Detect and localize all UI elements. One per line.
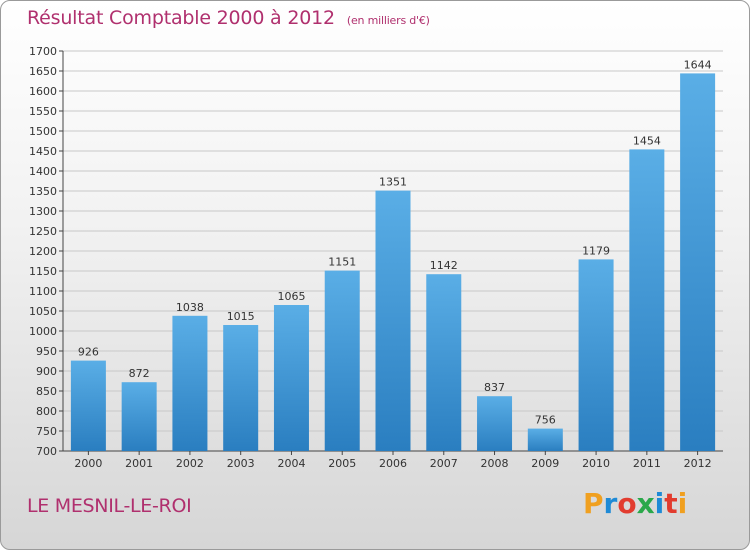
bar [578, 259, 614, 451]
proxiti-logo[interactable]: Proxiti [583, 487, 687, 520]
x-tick-label: 2004 [277, 457, 305, 470]
x-tick-label: 2002 [176, 457, 204, 470]
x-tick-label: 2008 [481, 457, 509, 470]
y-tick-label: 1550 [29, 105, 57, 118]
x-tick-label: 2005 [328, 457, 356, 470]
bar [273, 305, 309, 451]
y-tick-label: 1400 [29, 165, 57, 178]
y-tick-label: 1150 [29, 265, 57, 278]
logo-letter: i [677, 487, 688, 520]
data-label: 872 [129, 367, 150, 380]
bar [223, 325, 259, 451]
data-label: 1454 [633, 134, 661, 147]
bar [172, 315, 208, 451]
y-tick-label: 900 [36, 365, 57, 378]
data-label: 1351 [379, 176, 407, 189]
x-tick-label: 2006 [379, 457, 407, 470]
logo-letter: t [664, 487, 678, 520]
logo-letter: P [583, 487, 604, 520]
y-tick-label: 700 [36, 445, 57, 458]
y-tick-label: 1200 [29, 245, 57, 258]
data-labels: 926 872 1038 1015 1065 1151 1351 1142 837 756 1179… [78, 58, 712, 426]
y-tick-label: 1650 [29, 65, 57, 78]
y-tick-label: 750 [36, 425, 57, 438]
y-tick-label: 800 [36, 405, 57, 418]
data-label: 1015 [227, 310, 255, 323]
data-label: 1644 [684, 58, 712, 71]
chart-subtitle: (en milliers d'€) [346, 14, 430, 27]
y-tick-label: 850 [36, 385, 57, 398]
bar [70, 360, 106, 451]
bars [70, 73, 716, 452]
x-tick-label: 2003 [227, 457, 255, 470]
data-label: 1179 [582, 244, 610, 257]
y-tick-label: 1450 [29, 145, 57, 158]
chart-title-text: Résultat Comptable 2000 à 2012 [27, 7, 335, 29]
data-label: 1151 [328, 256, 356, 269]
y-tick-label: 1100 [29, 285, 57, 298]
data-label: 837 [484, 381, 505, 394]
logo-letter: o [617, 487, 637, 520]
data-label: 756 [535, 414, 556, 427]
data-label: 1065 [277, 290, 305, 303]
logo-letter: x [636, 487, 655, 520]
bar [324, 270, 360, 451]
chart-title: Résultat Comptable 2000 à 2012 (en millie… [27, 7, 430, 29]
commune-name: LE MESNIL-LE-ROI [27, 495, 192, 517]
x-tick-label: 2011 [633, 457, 661, 470]
data-label: 1142 [430, 259, 458, 272]
y-tick-label: 1000 [29, 325, 57, 338]
x-tick-label: 2010 [582, 457, 610, 470]
x-tick-label: 2012 [684, 457, 712, 470]
y-tick-label: 1350 [29, 185, 57, 198]
y-tick-label: 1500 [29, 125, 57, 138]
x-tick-label: 2007 [430, 457, 458, 470]
bar [527, 428, 563, 451]
bar [426, 274, 462, 451]
bar [121, 382, 157, 451]
y-tick-label: 1050 [29, 305, 57, 318]
bar [680, 73, 716, 452]
data-label: 1038 [176, 301, 204, 314]
x-tick-label: 2009 [531, 457, 559, 470]
bar [477, 396, 513, 451]
logo-letter: r [603, 487, 618, 520]
data-label: 926 [78, 346, 99, 359]
y-tick-label: 950 [36, 345, 57, 358]
y-tick-label: 1700 [29, 45, 57, 58]
logo-letter: i [654, 487, 665, 520]
y-tick-label: 1250 [29, 225, 57, 238]
x-tick-label: 2001 [125, 457, 153, 470]
y-tick-label: 1300 [29, 205, 57, 218]
bar [629, 149, 665, 451]
y-tick-label: 1600 [29, 85, 57, 98]
bar [375, 190, 411, 451]
axes: 700 750 800 850 900 950 1000 1050 1100 1150 1200 12… [29, 45, 723, 470]
x-tick-label: 2000 [74, 457, 102, 470]
